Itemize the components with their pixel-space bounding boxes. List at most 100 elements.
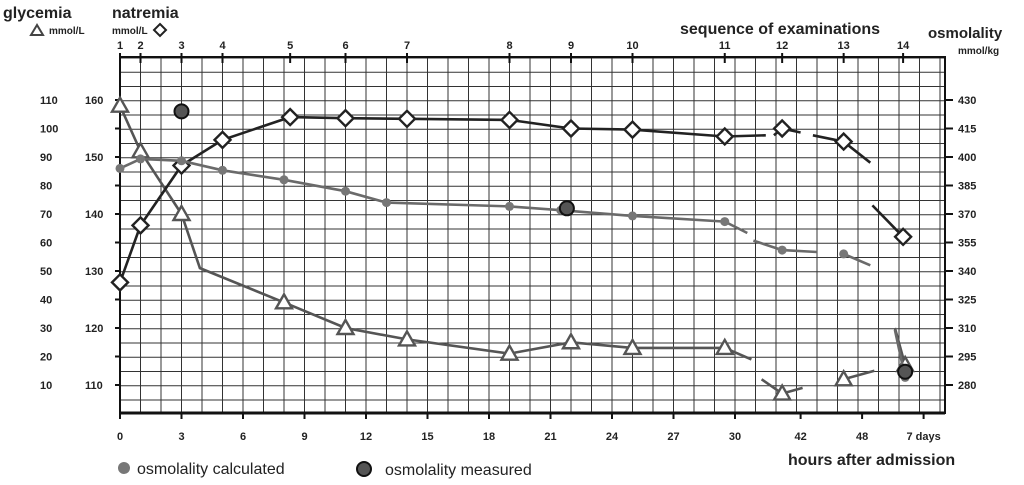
x-tick-label: 18 [483,431,495,443]
chart-axes: 1020304050607080901001101101201301401501… [40,40,976,443]
plot-border [119,56,946,414]
glycemia-tick-label: 30 [40,323,52,335]
natremia-point-marker [499,110,520,130]
osmolality-tick-label: 340 [958,266,976,278]
x-tick-label: 21 [544,431,556,443]
natremia-unit: mmol/L [112,26,148,37]
natremia-point-marker [212,130,233,150]
glycemia-tick-label: 70 [40,209,52,221]
natremia-point-marker [715,126,735,147]
sequence-label: 8 [506,40,512,52]
glycemia-point-marker [622,337,643,356]
sequence-label: 12 [776,40,788,52]
glycemia-point-marker [560,331,582,350]
glycemia-point-marker [273,291,295,310]
natremia-tick-label: 140 [85,209,103,221]
glycemia-tick-label: 50 [40,266,52,278]
osmolality-calculated-point [720,217,730,227]
natremia-tick-label: 150 [85,152,103,164]
sequence-label: 10 [626,40,638,52]
glycemia-legend-triangle-icon [29,23,45,36]
osmolality-calculated-point [218,165,227,175]
x-tick-label: 48 [856,431,868,443]
osmolality-calculated-point [341,186,350,196]
osmolality-measured-point [173,103,190,120]
natremia-point-marker [335,108,356,128]
sequence-label: 1 [117,40,123,52]
x-tick-label: 42 [794,431,806,443]
natremia-tick-label: 130 [85,266,103,278]
x-tick-label: 3 [178,431,184,443]
osmolality-title: osmolality [928,25,1003,42]
natremia-point-marker [130,215,151,236]
osmolality-calculated-point [136,154,145,164]
osmolality-tick-label: 355 [958,238,976,250]
sequence-label: 11 [719,40,731,52]
series-layer [109,95,916,401]
osmolality-tick-label: 310 [958,323,976,335]
glycemia-point-marker [335,317,356,336]
legend-calculated-marker [118,462,130,474]
osmolality-measured-point [558,200,575,217]
natremia-point-marker [622,119,643,140]
osmolality-calculated-point [382,198,391,208]
sequence-label: 3 [178,40,184,52]
glycemia-tick-label: 110 [40,95,58,107]
osmolality-calculated-point [115,163,125,173]
legend-measured-marker [356,461,372,477]
series-natremia [110,107,913,293]
series-line [118,115,766,283]
series-osmolality-measured [173,103,914,380]
legend-measured-label: osmolality measured [385,462,532,479]
natremia-point-marker [110,272,130,293]
x-tick-label: 15 [421,431,433,443]
glycemia-tick-label: 60 [40,238,52,250]
osmolality-tick-label: 430 [958,95,976,107]
sequence-label: 7 [404,40,410,52]
osmolality-tick-label: 295 [958,352,976,364]
sequence-title: sequence of examinations [680,21,880,38]
osmolality-calculated-point [279,175,289,185]
glycemia-tick-label: 10 [40,380,52,392]
series-line [119,157,748,235]
natremia-point-marker [561,118,581,139]
x-tick-label: 12 [360,431,372,443]
glycemia-title: glycemia [3,5,72,22]
x-tick-label: 30 [729,431,741,443]
glycemia-point-marker [772,383,793,401]
natremia-point-marker [397,109,417,129]
natremia-title: natremia [112,5,179,22]
x-tick-label: 24 [606,431,619,443]
glycemia-tick-label: 90 [40,152,52,164]
osmolality-tick-label: 415 [958,124,976,136]
glycemia-point-marker [714,337,735,356]
series-osmolality-calculated [115,154,910,382]
x-tick-label: 0 [117,431,123,443]
natremia-tick-label: 160 [85,95,103,107]
natremia-point-marker [280,107,300,127]
x-tick-label: 27 [667,431,679,443]
glycemia-tick-label: 100 [40,124,58,136]
x-axis-title: hours after admission [788,452,955,469]
natremia-point-marker [833,131,854,152]
x-tick-label: 6 [240,431,246,443]
osmolality-unit: mmol/kg [958,46,999,57]
osmolality-measured-point [897,363,914,380]
glycemia-unit: mmol/L [49,26,85,37]
glycemia-point-marker [396,328,418,347]
glycemia-point-marker [109,95,131,113]
series-line [118,105,752,361]
series-line [871,204,905,238]
sequence-label: 2 [137,40,143,52]
osmolality-tick-label: 370 [958,209,976,221]
series-line [843,252,871,267]
glycemia-point-marker [833,368,854,387]
sequence-label: 14 [897,40,910,52]
sequence-label: 13 [838,40,850,52]
legend-calculated-label: osmolality calculated [137,461,285,478]
chart-grid [119,57,945,413]
natremia-point-marker [772,118,792,139]
osmolality-calculated-point [777,245,787,255]
sequence-label: 9 [568,40,574,52]
